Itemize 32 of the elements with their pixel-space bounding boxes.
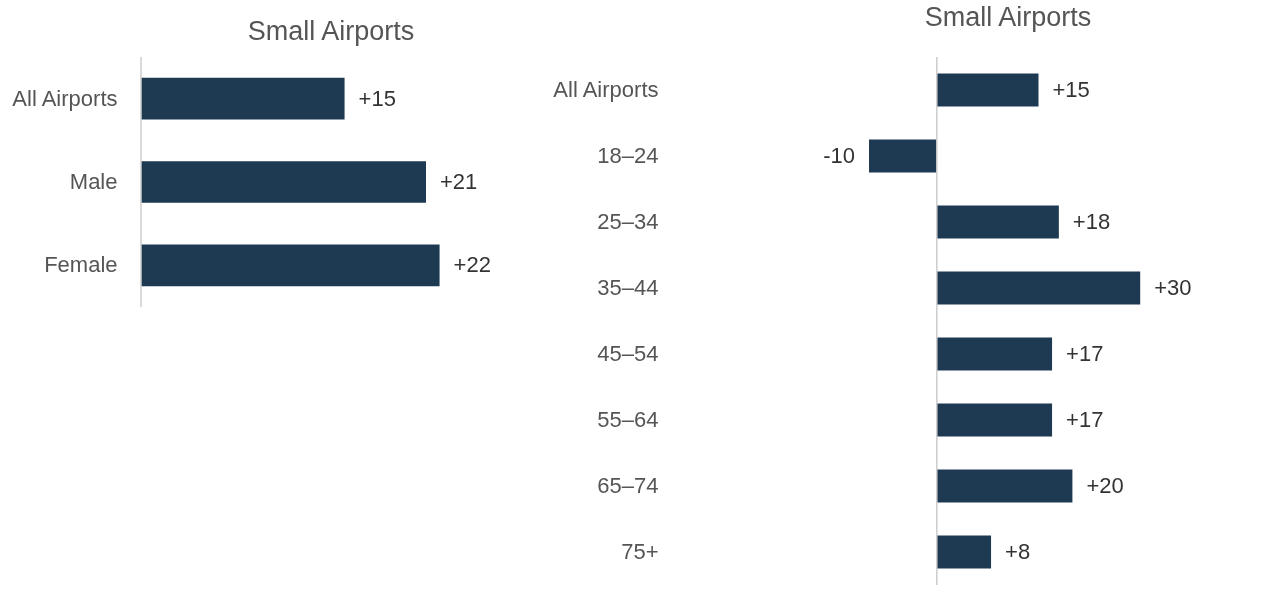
bar: [936, 73, 1039, 107]
y-tick-label: All Airports: [12, 85, 118, 111]
y-tick-label: All Airports: [553, 77, 659, 102]
chart-title: Small Airports: [924, 2, 1092, 33]
y-tick-label: 35–44: [597, 275, 659, 300]
data-label: +15: [358, 85, 396, 111]
bar: [869, 139, 937, 173]
y-tick-label: 18–24: [597, 143, 659, 168]
data-label: +17: [1066, 407, 1104, 432]
y-tick-label: 75+: [621, 539, 659, 564]
chart-title: Small Airports: [247, 16, 415, 47]
y-tick-label: 45–54: [597, 341, 659, 366]
bar: [936, 271, 1141, 305]
data-label: +21: [440, 169, 478, 194]
y-tick-label: 25–34: [597, 209, 659, 234]
data-label: +20: [1086, 473, 1124, 498]
bar: [936, 205, 1059, 239]
data-label: -10: [823, 143, 856, 168]
data-label: +30: [1154, 275, 1192, 300]
data-label: +22: [453, 252, 491, 278]
data-label: +15: [1052, 77, 1090, 102]
bar: [936, 337, 1053, 371]
y-tick-label: Male: [69, 169, 118, 194]
data-label: +18: [1072, 209, 1111, 234]
bar: [936, 403, 1053, 437]
data-label: +8: [1005, 539, 1031, 564]
data-label: +17: [1066, 341, 1104, 366]
y-tick-label: Female: [44, 252, 118, 278]
bar: [936, 469, 1073, 503]
y-tick-label: 55–64: [597, 407, 659, 432]
bar: [936, 535, 992, 569]
y-tick-label: 65–74: [597, 473, 659, 498]
